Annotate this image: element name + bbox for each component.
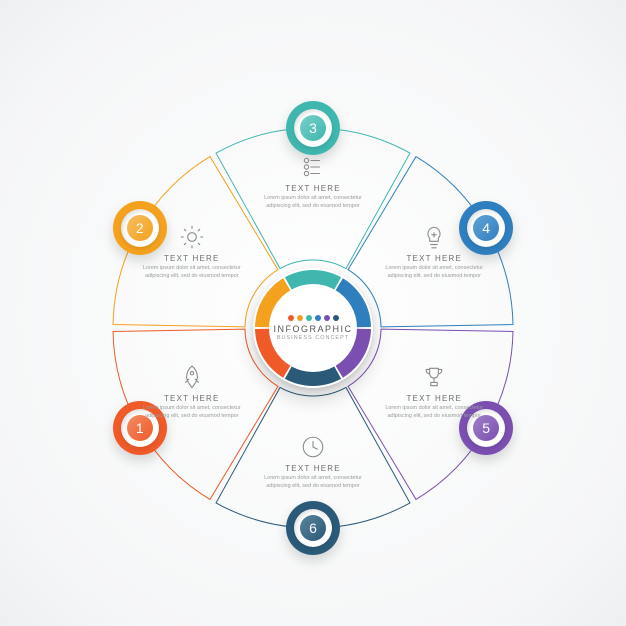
block-title: TEXT HERE bbox=[379, 254, 489, 263]
block-title: TEXT HERE bbox=[258, 464, 368, 473]
hub-arc-6 bbox=[285, 366, 341, 386]
text-block-3: TEXT HERE Lorem ipsum dolor sit amet, con… bbox=[258, 152, 368, 210]
hub-ring bbox=[253, 268, 373, 388]
text-block-5: TEXT HERE Lorem ipsum dolor sit amet, con… bbox=[379, 362, 489, 420]
center-hub: INFOGRAPHIC BUSINESS CONCEPT bbox=[253, 268, 373, 388]
badge-3: 3 bbox=[286, 101, 340, 155]
block-title: TEXT HERE bbox=[258, 184, 368, 193]
trophy-icon bbox=[379, 362, 489, 392]
block-body: Lorem ipsum dolor sit amet, consectetur … bbox=[379, 265, 489, 280]
rocket-icon bbox=[137, 362, 247, 392]
block-title: TEXT HERE bbox=[137, 254, 247, 263]
hub-arc-5 bbox=[336, 329, 371, 378]
block-title: TEXT HERE bbox=[379, 394, 489, 403]
hub-arc-3 bbox=[285, 270, 341, 290]
badge-number: 6 bbox=[300, 515, 326, 541]
block-body: Lorem ipsum dolor sit amet, consectetur … bbox=[137, 405, 247, 420]
people-icon bbox=[258, 152, 368, 182]
block-body: Lorem ipsum dolor sit amet, consectetur … bbox=[258, 475, 368, 490]
bulb-icon bbox=[379, 222, 489, 252]
clock-icon bbox=[258, 432, 368, 462]
block-body: Lorem ipsum dolor sit amet, consectetur … bbox=[379, 405, 489, 420]
badge-6: 6 bbox=[286, 501, 340, 555]
badge-number: 3 bbox=[300, 115, 326, 141]
block-body: Lorem ipsum dolor sit amet, consectetur … bbox=[258, 195, 368, 210]
text-block-6: TEXT HERE Lorem ipsum dolor sit amet, con… bbox=[258, 432, 368, 490]
hub-arc-2 bbox=[255, 278, 290, 327]
infographic-stage: INFOGRAPHIC BUSINESS CONCEPT 1TEXT HEREL… bbox=[0, 0, 626, 626]
text-block-1: TEXT HERE Lorem ipsum dolor sit amet, con… bbox=[137, 362, 247, 420]
block-body: Lorem ipsum dolor sit amet, consectetur … bbox=[137, 265, 247, 280]
text-block-2: TEXT HERE Lorem ipsum dolor sit amet, con… bbox=[137, 222, 247, 280]
hub-arc-1 bbox=[255, 329, 290, 378]
gear-icon bbox=[137, 222, 247, 252]
text-block-4: TEXT HERE Lorem ipsum dolor sit amet, con… bbox=[379, 222, 489, 280]
block-title: TEXT HERE bbox=[137, 394, 247, 403]
hub-arc-4 bbox=[336, 278, 371, 327]
